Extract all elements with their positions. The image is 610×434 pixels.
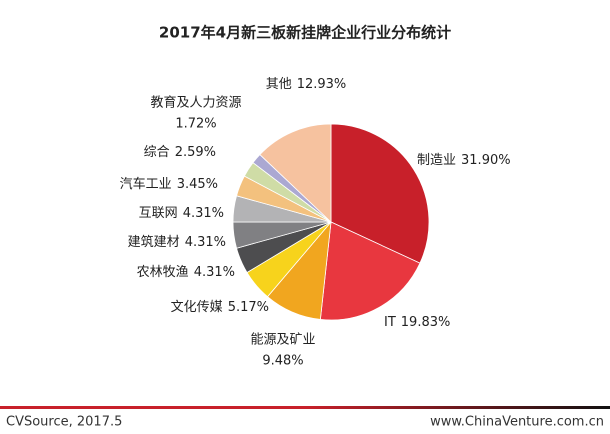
slice-category: 农林牧渔: [137, 265, 189, 280]
slice-label: 教育及人力资源: [150, 95, 241, 111]
slice-category: 建筑建材: [128, 234, 180, 250]
slice-label: 农林牧渔 4.31%: [137, 265, 235, 280]
pie-slice: [319, 221, 421, 321]
slice-value-label: 19.83%: [401, 315, 451, 330]
slice-category: 汽车工业: [120, 176, 172, 192]
slice-label: 互联网 4.31%: [139, 206, 224, 221]
slice-value-label: 31.90%: [461, 153, 511, 168]
slice-value-label: 9.48%: [262, 354, 303, 369]
chart-title: 2017年4月新三板新挂牌企业行业分布统计: [159, 24, 451, 42]
slice-category: 制造业: [417, 153, 456, 168]
source: CVSource, 2017.5: [6, 415, 122, 430]
slice-value-label: 4.31%: [194, 265, 235, 280]
slice-label: 文化传媒 5.17%: [171, 300, 269, 315]
slice-value-label: 2.59%: [175, 145, 216, 160]
website: www.ChinaVenture.com.cn: [430, 415, 604, 430]
pie-slice: [330, 123, 430, 264]
slice-value-label: 5.17%: [228, 300, 269, 315]
slice-label: 能源及矿业: [250, 333, 315, 348]
slice-value-label: 4.31%: [183, 206, 224, 221]
slice-label: 制造业 31.90%: [417, 153, 511, 168]
slice-category: 文化传媒: [171, 300, 223, 315]
slice-value-label: 12.93%: [297, 77, 347, 92]
slice-label: 其他 12.93%: [266, 77, 347, 92]
pie-slice: [259, 123, 332, 223]
footer-rule: [0, 406, 610, 409]
slice-label: 汽车工业 3.45%: [120, 176, 218, 192]
slice-value-label: 1.72%: [175, 117, 216, 132]
slice-label: 综合 2.59%: [144, 145, 216, 160]
slice-category: 综合: [144, 145, 170, 160]
slice-label: 建筑建材 4.31%: [128, 234, 226, 250]
slice-label: IT 19.83%: [384, 315, 450, 330]
slice-category: IT: [384, 315, 396, 330]
slice-category: 其他: [266, 77, 292, 92]
slice-value-label: 4.31%: [185, 235, 226, 250]
slice-value-label: 3.45%: [177, 177, 218, 192]
slice-category: 互联网: [139, 206, 178, 221]
